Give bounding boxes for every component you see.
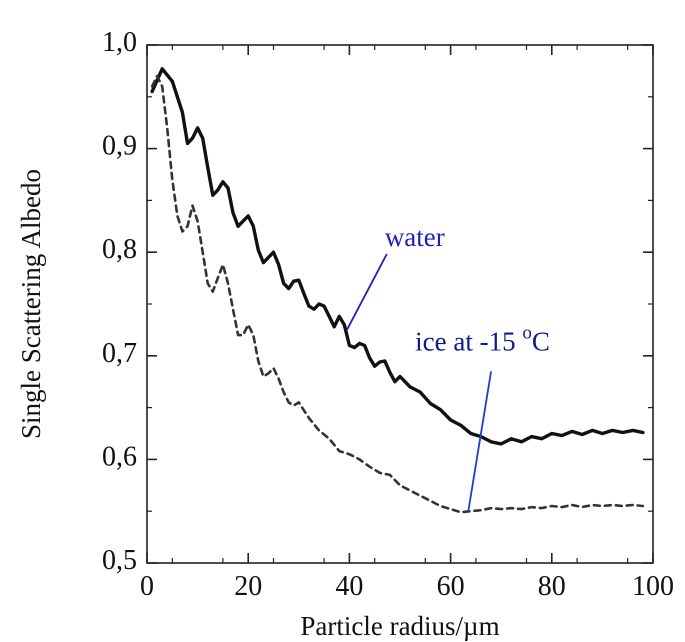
series-water-line [150, 67, 645, 446]
ice-label-main: ice at -15 [415, 327, 522, 357]
y-tick-label: 0,9 [102, 131, 137, 162]
y-tick-label: 1,0 [102, 27, 137, 58]
x-tick-label: 0 [140, 571, 154, 602]
y-tick-label: 0,8 [102, 234, 137, 265]
x-axis-label: Particle radius/µm [300, 611, 499, 641]
x-tick-label: 60 [437, 571, 465, 602]
ice-pointer-line [467, 371, 492, 512]
ice-label: ice at -15 oC [415, 323, 550, 357]
series-layer [150, 67, 645, 514]
y-tick-label: 0,6 [102, 441, 137, 472]
ice-label-degree: o [522, 323, 532, 344]
axis-ticks: 0 20 40 60 80 100 0,5 0,6 0,7 0,8 0,9 1,0 [102, 27, 674, 602]
x-tick-label: 100 [632, 571, 674, 602]
ice-annotation: ice at -15 oC [415, 323, 550, 512]
x-tick-label: 80 [538, 571, 566, 602]
y-tick-label: 0,5 [102, 545, 137, 576]
y-axis-label: Single Scattering Albedo [16, 169, 46, 439]
y-tick-label: 0,7 [102, 338, 137, 369]
water-annotation: water [346, 222, 445, 331]
series-ice-line [150, 74, 645, 514]
water-pointer-line [346, 253, 388, 331]
water-label: water [385, 222, 445, 252]
x-tick-label: 40 [335, 571, 363, 602]
x-tick-label: 20 [234, 571, 262, 602]
ice-label-unit: C [532, 327, 550, 357]
